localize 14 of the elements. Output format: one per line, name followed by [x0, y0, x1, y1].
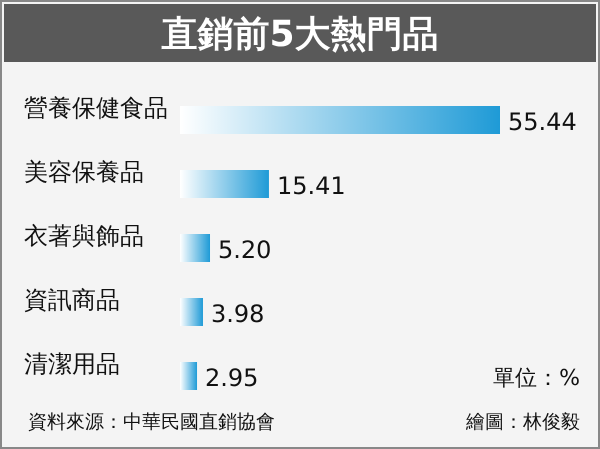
source-note: 資料來源：中華民國直銷協會 — [28, 411, 275, 433]
y-tick-label: 營養保健食品 — [24, 94, 168, 122]
data-label: 55.44 — [508, 108, 577, 136]
annotation: 單位：% — [493, 366, 580, 391]
text: 繪圖：林俊毅 — [465, 411, 580, 433]
data-label: 15.41 — [276, 172, 346, 200]
y-tick-label: 清潔用品 — [24, 350, 120, 378]
data-label: 2.95 — [205, 364, 258, 392]
y-tick-label: 美容保養品 — [24, 158, 144, 186]
y-tick-label: 資訊商品 — [24, 286, 120, 314]
data-label: 3.98 — [210, 300, 264, 328]
data-label: 5.20 — [218, 236, 272, 264]
chart-title: 直銷前5大熱門品 — [160, 14, 439, 55]
y-tick-label: 衣著與飾品 — [24, 222, 144, 250]
